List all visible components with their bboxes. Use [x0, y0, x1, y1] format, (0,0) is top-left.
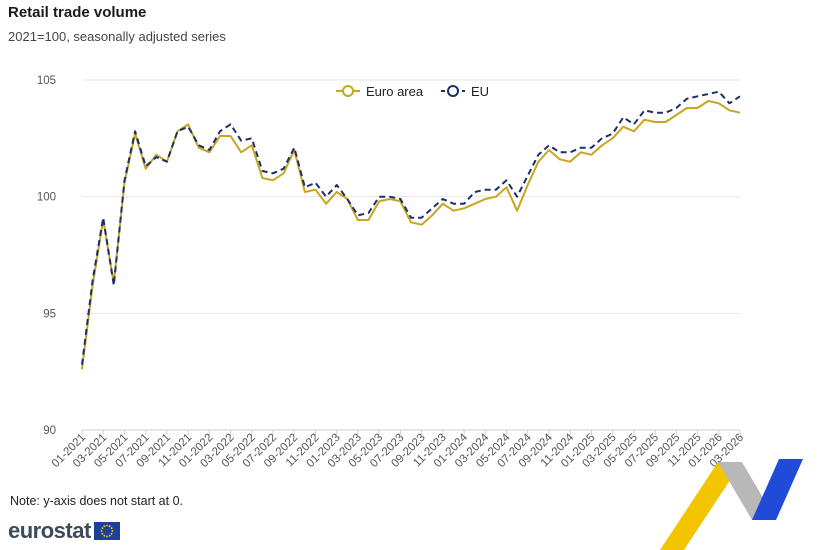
line-chart: 90 95 100 105 01-202103-202105-202107-20210…: [37, 75, 746, 470]
legend-marker-icon: [342, 85, 354, 97]
chart-title: Retail trade volume: [8, 4, 147, 21]
y-tick-label: 90: [43, 425, 56, 437]
legend[interactable]: Euro area EU: [336, 84, 489, 99]
y-tick-label: 105: [37, 75, 56, 87]
y-axis: 90 95 100 105: [37, 75, 56, 437]
footnote: Note: y-axis does not start at 0.: [10, 494, 183, 508]
logo-text: eurostat: [8, 518, 91, 543]
y-tick-label: 100: [37, 192, 56, 204]
eurostat-logo: eurostat: [8, 518, 120, 544]
legend-label: Euro area: [366, 84, 424, 99]
legend-marker-icon: [447, 85, 459, 97]
chart-subtitle: 2021=100, seasonally adjusted series: [8, 29, 226, 44]
series-lines: [81, 90, 741, 370]
x-axis: 01-202103-202105-202107-202109-202111-20…: [50, 429, 746, 470]
decorative-ribbon: [660, 459, 803, 550]
eu-line: [81, 90, 741, 365]
legend-item-euro-area[interactable]: Euro area: [336, 84, 424, 99]
grid: [82, 79, 740, 431]
eu-flag-icon: [93, 522, 120, 540]
legend-label: EU: [471, 84, 489, 99]
ribbon-blue: [752, 459, 803, 520]
ribbon-yellow: [660, 462, 742, 550]
legend-item-eu[interactable]: EU: [441, 84, 489, 99]
y-tick-label: 95: [43, 308, 56, 320]
euro-area-line: [81, 100, 741, 370]
